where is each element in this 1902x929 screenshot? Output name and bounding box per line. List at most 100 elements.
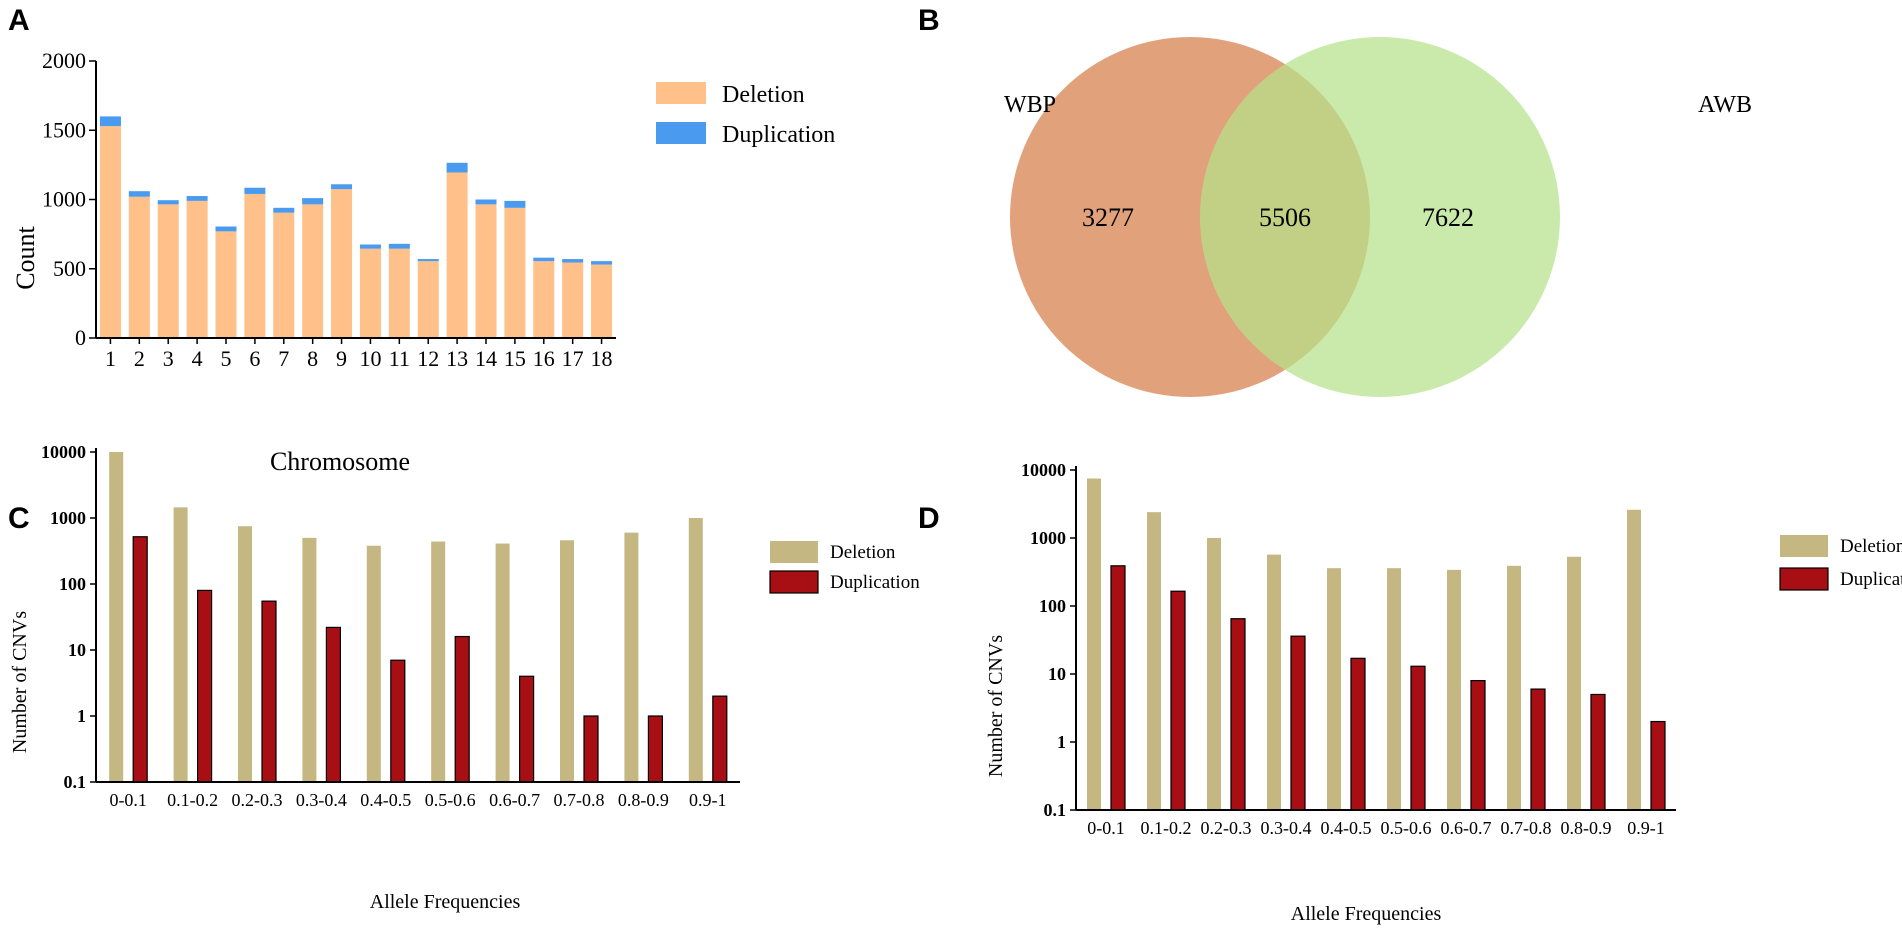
bar-a-duplication-9 xyxy=(331,184,353,190)
bar-a-duplication-17 xyxy=(562,259,584,263)
chart-a-xlabel: Chromosome xyxy=(270,447,410,476)
bar-d-deletion-0.6-0.7 xyxy=(1447,569,1461,810)
venn-label-awb: AWB xyxy=(1698,92,1752,118)
bar-d-duplication-0.2-0.3 xyxy=(1230,618,1246,811)
bar-a-duplication-8 xyxy=(302,198,324,205)
y-tick-a-2000: 2000 xyxy=(42,48,86,73)
x-tick-d-0.4-0.5: 0.4-0.5 xyxy=(1321,818,1372,838)
bar-a-deletion-12 xyxy=(417,261,439,338)
x-tick-d-0.3-0.4: 0.3-0.4 xyxy=(1261,818,1312,838)
chart-d-legend-duplication: Duplication xyxy=(1840,569,1902,590)
chart-c-xlabel: Allele Frequencies xyxy=(370,891,521,913)
chart-d-legend-deletion: Deletion xyxy=(1840,536,1902,557)
bar-a-duplication-2 xyxy=(128,191,150,197)
x-tick-c-0.7-0.8: 0.7-0.8 xyxy=(554,790,605,810)
x-tick-a-10: 10 xyxy=(359,346,381,371)
bar-a-duplication-18 xyxy=(591,261,613,265)
bar-a-deletion-17 xyxy=(562,262,584,338)
bar-a-deletion-6 xyxy=(244,193,266,338)
y-tick-a-500: 500 xyxy=(53,256,86,281)
y-tick-c-1000: 1000 xyxy=(50,508,86,528)
x-tick-a-18: 18 xyxy=(591,346,613,371)
bar-a-duplication-4 xyxy=(186,196,208,201)
chart-a-bars xyxy=(99,116,613,338)
y-tick-d-100: 100 xyxy=(1039,596,1066,616)
y-tick-a-1000: 1000 xyxy=(42,187,86,212)
bar-d-deletion-0-0.1 xyxy=(1087,478,1101,810)
chart-c-legend-duplication: Duplication xyxy=(830,572,920,593)
x-tick-a-9: 9 xyxy=(336,346,347,371)
y-tick-c-10: 10 xyxy=(68,640,86,660)
bar-d-duplication-0.8-0.9 xyxy=(1590,693,1606,811)
x-tick-a-8: 8 xyxy=(307,346,318,371)
x-tick-a-17: 17 xyxy=(562,346,584,371)
chart-d-ylabel: Number of CNVs xyxy=(985,635,1007,777)
y-tick-c-10000: 10000 xyxy=(41,442,86,462)
chart-c-legend-swatch-duplication xyxy=(769,570,819,594)
y-tick-d-1000: 1000 xyxy=(1030,528,1066,548)
bar-c-deletion-0-0.1 xyxy=(109,452,124,782)
bar-d-deletion-0.1-0.2 xyxy=(1147,512,1161,810)
chart-c-legend-deletion: Deletion xyxy=(830,542,896,563)
chart-a-legend: Deletion Duplication xyxy=(656,82,835,148)
x-tick-a-2: 2 xyxy=(134,346,145,371)
bar-c-deletion-0.4-0.5 xyxy=(366,545,381,782)
x-tick-d-0.5-0.6: 0.5-0.6 xyxy=(1381,818,1432,838)
bar-c-deletion-0.1-0.2 xyxy=(173,507,188,782)
chart-d-axes: 0-0.1 0.1-0.2 0.2-0.3 0.3-0.4 0.4-0.5 0.5-0.6… xyxy=(1021,460,1676,838)
chart-d-legend: Deletion Duplication xyxy=(1779,535,1902,591)
x-tick-c-0.3-0.4: 0.3-0.4 xyxy=(296,790,347,810)
bar-c-duplication-0.3-0.4 xyxy=(325,626,341,783)
bar-c-duplication-0.2-0.3 xyxy=(261,600,277,783)
bar-a-duplication-10 xyxy=(359,244,381,249)
x-tick-a-15: 15 xyxy=(504,346,526,371)
bar-a-duplication-12 xyxy=(417,259,439,262)
bar-d-deletion-0.2-0.3 xyxy=(1207,538,1221,810)
chart-c-legend-swatch-deletion xyxy=(770,541,818,563)
bar-a-deletion-7 xyxy=(273,212,295,338)
bar-c-deletion-0.9-1 xyxy=(688,518,703,782)
venn-circle-awb xyxy=(1200,37,1560,397)
x-tick-a-16: 16 xyxy=(533,346,555,371)
panel-letter-a: A xyxy=(8,4,30,37)
bar-c-duplication-0.9-1 xyxy=(712,695,728,783)
panel-letter-b: B xyxy=(918,4,940,37)
x-tick-c-0.1-0.2: 0.1-0.2 xyxy=(167,790,218,810)
bar-d-deletion-0.8-0.9 xyxy=(1567,556,1581,810)
chart-d-legend-swatch-deletion xyxy=(1780,535,1828,557)
bar-a-duplication-11 xyxy=(388,243,410,249)
bar-a-deletion-13 xyxy=(446,172,468,338)
venn-diagram: WBP AWB 3277 5506 7622 xyxy=(1004,37,1752,397)
bar-a-deletion-8 xyxy=(302,204,324,338)
x-tick-a-12: 12 xyxy=(417,346,439,371)
y-tick-c-100: 100 xyxy=(59,574,86,594)
chart-a-legend-swatch-duplication xyxy=(656,122,706,144)
chart-d-legend-swatch-duplication xyxy=(1779,567,1829,591)
bar-c-deletion-0.7-0.8 xyxy=(560,540,574,782)
chart-a-legend-swatch-deletion xyxy=(656,82,706,104)
y-tick-d-0.1: 0.1 xyxy=(1044,800,1067,820)
bar-a-duplication-1 xyxy=(99,116,121,127)
chart-d: 0-0.1 0.1-0.2 0.2-0.3 0.3-0.4 0.4-0.5 0.5-0.6… xyxy=(985,460,1902,925)
bar-a-duplication-5 xyxy=(215,226,237,232)
chart-c: 0-0.1 0.1-0.2 0.2-0.3 0.3-0.4 0.4-0.5 0.5-0.6… xyxy=(9,442,920,913)
bar-a-deletion-14 xyxy=(475,204,497,338)
chart-c-legend: Deletion Duplication xyxy=(769,541,920,594)
x-tick-a-14: 14 xyxy=(475,346,497,371)
bar-c-duplication-0.6-0.7 xyxy=(518,675,535,783)
bar-c-duplication-0.5-0.6 xyxy=(454,635,470,783)
bar-a-deletion-4 xyxy=(186,200,208,338)
bar-a-duplication-6 xyxy=(244,187,266,194)
bar-a-deletion-10 xyxy=(359,248,381,338)
x-tick-a-13: 13 xyxy=(446,346,468,371)
x-tick-d-0.8-0.9: 0.8-0.9 xyxy=(1561,818,1612,838)
bar-d-duplication-0.9-1 xyxy=(1650,720,1666,811)
panel-letter-c: C xyxy=(8,502,30,535)
chart-a-axes: 1 2 3 4 5 6 7 8 9 10 11 12 13 14 15 16 17 180500100015002… xyxy=(42,48,616,371)
bar-a-deletion-9 xyxy=(331,189,353,338)
bar-a-deletion-15 xyxy=(504,207,526,338)
x-tick-a-11: 11 xyxy=(389,346,410,371)
bar-d-deletion-0.9-1 xyxy=(1627,509,1641,810)
venn-label-wbp: WBP xyxy=(1004,92,1056,118)
